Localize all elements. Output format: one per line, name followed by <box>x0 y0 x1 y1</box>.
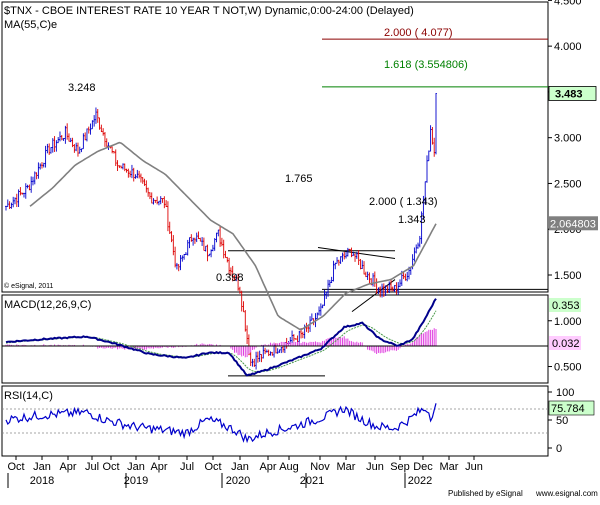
month-label: Jan <box>33 461 51 473</box>
month-label: Jan <box>231 461 249 473</box>
macd-line <box>5 298 437 377</box>
price-tick-label: 1.500 <box>554 270 582 282</box>
rsi-panel[interactable] <box>1 385 549 457</box>
time-axis: Oct Jan Apr Jul Oct Jan Apr Jul Oct Jan Apr Aug Nov M… <box>7 456 483 488</box>
label-fib-2000: 2.000 ( 4.077) <box>384 27 453 39</box>
rsi-badge: 75.784 <box>548 400 595 416</box>
copyright-text: © eSignal, 2011 <box>4 282 54 290</box>
year-label: 2021 <box>300 475 324 487</box>
hist-value-badge <box>549 336 581 350</box>
macd-panel[interactable] <box>1 294 549 384</box>
rsi-axis: 100 50 0 <box>548 387 574 455</box>
price-tick-label: 4.000 <box>554 41 582 53</box>
macd-badges: 0.353 0.032 <box>549 298 581 350</box>
rsi-tick-label: 50 <box>556 415 568 427</box>
month-label: Aug <box>279 461 299 473</box>
annotations: 3.248 0.398 1.765 1.343 2.000 ( 1.343) 1.618 … <box>68 27 468 284</box>
triangle-lower-line <box>351 279 396 313</box>
label-fib-100: 2.000 ( 1.343) <box>369 196 438 208</box>
chart-title: $TNX - CBOE INTEREST RATE 10 YEAR T NOT,… <box>4 5 414 17</box>
year-label: 2018 <box>30 475 54 487</box>
price-tick-label: 3.000 <box>554 133 582 145</box>
month-label: Apr <box>59 461 76 473</box>
year-label: 2020 <box>226 475 250 487</box>
price-panel[interactable] <box>1 1 549 293</box>
year-label: 2019 <box>124 475 148 487</box>
rsi-tick-label: 0 <box>556 443 562 455</box>
month-label: Jan <box>127 461 145 473</box>
price-tick-label: 0.500 <box>554 362 582 374</box>
rsi-label: RSI(14,C) <box>4 390 53 402</box>
month-label: Jun <box>465 461 483 473</box>
month-label: Jul <box>180 461 194 473</box>
label-high-2021: 1.765 <box>285 173 313 185</box>
month-label: Apr <box>150 461 167 473</box>
ma-label: MA(55,C)e <box>4 19 57 31</box>
month-label: Dec <box>413 461 433 473</box>
macd-value-badge <box>549 298 581 312</box>
label-fib-1618: 1.618 (3.554806) <box>384 59 468 71</box>
hist-value: 0.032 <box>552 338 580 350</box>
ma-value: 2.064803 <box>550 218 596 230</box>
month-label: Mar <box>440 461 459 473</box>
footer-url: www.esignal.com <box>535 489 598 498</box>
label-low-2021: 1.343 <box>398 214 426 226</box>
fibonacci-levels <box>228 38 548 377</box>
month-label: Jul <box>85 461 99 473</box>
last-price-value: 3.483 <box>555 88 583 100</box>
month-label: Jun <box>366 461 384 473</box>
rsi-tick-label: 100 <box>556 387 574 399</box>
price-tick-label: 2.500 <box>554 178 582 190</box>
ma-value-badge <box>549 216 598 231</box>
label-high-2018: 3.248 <box>68 82 96 94</box>
macd-label: MACD(12,26,9,C) <box>4 299 91 311</box>
rsi-value-badge <box>548 400 595 416</box>
moving-average-line <box>29 141 437 331</box>
rsi-line <box>5 403 437 444</box>
last-price-badge <box>548 86 597 101</box>
month-label: Oct <box>7 461 24 473</box>
label-low-2020: 0.398 <box>216 272 244 284</box>
month-label: Sep <box>390 461 410 473</box>
macd-value: 0.353 <box>552 300 580 312</box>
year-label: 2022 <box>408 475 432 487</box>
price-candles <box>5 92 437 370</box>
footer-published: Published by eSignal <box>448 489 523 498</box>
month-label: Oct <box>204 461 221 473</box>
month-label: Apr <box>259 461 276 473</box>
price-tick-label: 1.000 <box>554 316 582 328</box>
price-badges: 3.483 2.064803 <box>548 86 598 231</box>
price-tick-label: 4.500 <box>554 0 582 7</box>
month-label: Nov <box>310 461 330 473</box>
rsi-value: 75.784 <box>551 403 585 415</box>
month-label: Oct <box>102 461 119 473</box>
month-label: Mar <box>337 461 356 473</box>
